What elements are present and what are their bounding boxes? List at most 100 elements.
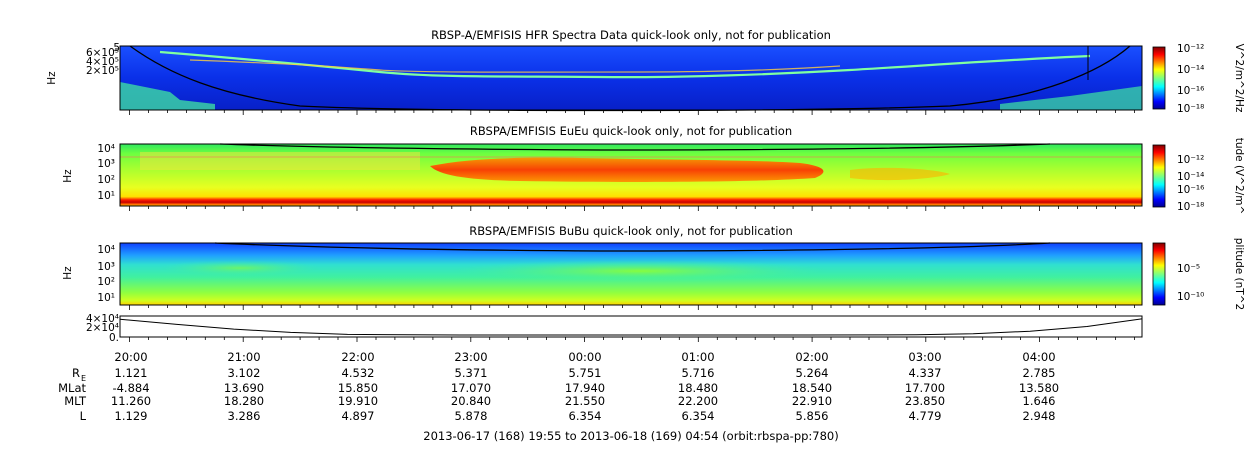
- eueu-colorbar-tick: 10⁻¹⁴: [1177, 171, 1204, 183]
- ephemeris-value: 5.856: [796, 409, 829, 423]
- eueu-colorbar: 10⁻¹² 10⁻¹⁴ 10⁻¹⁶ 10⁻¹⁸ tude (V^2/m^: [1152, 138, 1245, 215]
- bubu-ytick-label: 10¹: [97, 292, 115, 304]
- ephemeris-row-label: R: [72, 366, 80, 380]
- ephemeris-row-label: MLT: [64, 394, 87, 408]
- bubu-colorbar: 10⁻⁵ 10⁻¹⁰ plitude (nT^2: [1152, 238, 1245, 310]
- cyclotron-line-panel: 4×10⁴ 2×10⁴ 0.: [86, 313, 1143, 344]
- ephemeris-value: 6.354: [682, 409, 715, 423]
- bubu-panel-title: RBSPA/EMFISIS BuBu quick-look only, not …: [469, 224, 793, 238]
- eueu-plot-frame: [119, 143, 1143, 207]
- ephemeris-row-label: MLat: [58, 381, 86, 395]
- ephemeris-value: 1.646: [1023, 394, 1056, 408]
- ephemeris-value: 13.580: [1019, 381, 1059, 395]
- ephemeris-value: -4.884: [112, 381, 149, 395]
- bubu-hiss-region-left: [160, 260, 320, 276]
- hfr-ytick-label: 2×10⁵: [86, 65, 119, 77]
- line-ytick-label: 2×10⁴: [86, 322, 119, 334]
- line-ytick-label: 4×10⁴: [86, 313, 119, 325]
- ephemeris-value: 5.371: [455, 366, 488, 380]
- hfr-ytick-label: 6×10⁵: [86, 47, 119, 59]
- hfr-colorbar-tick: 10⁻¹⁴: [1177, 64, 1204, 76]
- time-label: 00:00: [568, 350, 601, 364]
- bubu-plot-frame: [119, 242, 1143, 306]
- bubu-spectrogram-panel: RBSPA/EMFISIS BuBu quick-look only, not …: [62, 224, 1245, 310]
- ephemeris-row-mlt: MLT 11.260 18.280 19.910 20.840 21.550 2…: [64, 394, 1055, 408]
- ephemeris-row-re: R E 1.121 3.102 4.532 5.371 5.751 5.716 …: [72, 366, 1055, 383]
- ephemeris-value: 17.700: [905, 381, 945, 395]
- bubu-colorbar-tick: 10⁻¹⁰: [1177, 291, 1204, 303]
- eueu-colorbar-tick: 10⁻¹²: [1177, 154, 1204, 166]
- hfr-colorbar-scale: [1152, 46, 1166, 110]
- ephemeris-value: 23.850: [905, 394, 945, 408]
- eueu-ytick-label: 10²: [97, 174, 115, 186]
- hfr-low-frequency-noise: [120, 82, 215, 110]
- hfr-y-axis-label: Hz: [46, 71, 58, 85]
- hfr-plot-frame: [119, 45, 1143, 111]
- ephemeris-value: 6.354: [569, 409, 602, 423]
- ephemeris-value: 22.910: [792, 394, 832, 408]
- bubu-whistler-region: [450, 260, 830, 282]
- cyclotron-frequency-line: [119, 318, 1142, 336]
- ephemeris-value: 1.129: [115, 409, 148, 423]
- ephemeris-value: 18.280: [224, 394, 264, 408]
- ephemeris-value: 4.532: [342, 366, 375, 380]
- time-label: 23:00: [454, 350, 487, 364]
- ephemeris-value: 4.337: [909, 366, 942, 380]
- time-label: 21:00: [227, 350, 260, 364]
- eueu-ytick-label: 10¹: [97, 190, 115, 202]
- hfr-colorbar: 10⁻¹² 10⁻¹⁴ 10⁻¹⁶ 10⁻¹⁸ V^2/m^2/Hz: [1152, 43, 1245, 115]
- ephemeris-value: 15.850: [338, 381, 378, 395]
- time-label: 04:00: [1022, 350, 1055, 364]
- ephemeris-value: 5.716: [682, 366, 715, 380]
- time-axis-labels: 20:00 21:00 22:00 23:00 00:00 01:00 02:0…: [114, 350, 1055, 364]
- eueu-hiss-region: [850, 167, 950, 181]
- eueu-cyclotron-curve: [219, 143, 1051, 151]
- eueu-colorbar-tick: 10⁻¹⁶: [1177, 184, 1204, 196]
- ephemeris-value: 4.897: [342, 409, 375, 423]
- eueu-y-axis-label: Hz: [62, 169, 74, 183]
- ephemeris-row-label: L: [80, 409, 87, 423]
- ephemeris-value: 13.690: [224, 381, 264, 395]
- ephemeris-value: 1.121: [115, 366, 148, 380]
- time-range-footer: 2013-06-17 (168) 19:55 to 2013-06-18 (16…: [423, 429, 838, 443]
- ephemeris-value: 5.751: [569, 366, 602, 380]
- eueu-panel-title: RBSPA/EMFISIS EuEu quick-look only, not …: [470, 124, 792, 138]
- hfr-low-frequency-noise-right: [1000, 86, 1142, 110]
- ephemeris-row-l: L 1.129 3.286 4.897 5.878 6.354 6.354 5.…: [80, 409, 1056, 423]
- time-axis-ticks: [129, 110, 1135, 342]
- ephemeris-value: 2.948: [1023, 409, 1056, 423]
- eueu-colorbar-scale: [1152, 144, 1166, 208]
- time-label: 22:00: [341, 350, 374, 364]
- eueu-colorbar-label: tude (V^2/m^: [1233, 138, 1245, 215]
- time-label: 01:00: [681, 350, 714, 364]
- bubu-colorbar-label: plitude (nT^2: [1233, 238, 1245, 310]
- hfr-colorbar-label: V^2/m^2/Hz: [1233, 44, 1245, 113]
- eueu-ytick-label: 10⁴: [97, 143, 115, 155]
- line-ytick-label: 0.: [109, 332, 119, 344]
- ephemeris-value: 5.264: [796, 366, 829, 380]
- ephemeris-value: 17.940: [565, 381, 605, 395]
- eueu-colorbar-tick: 10⁻¹⁸: [1177, 201, 1204, 213]
- ephemeris-row-mlat: MLat -4.884 13.690 15.850 17.070 17.940 …: [58, 381, 1059, 395]
- hfr-colorbar-tick: 10⁻¹⁶: [1177, 85, 1204, 97]
- ephemeris-value: 22.200: [678, 394, 718, 408]
- eueu-ytick-label: 10³: [97, 158, 115, 170]
- hfr-colorbar-tick: 10⁻¹²: [1177, 43, 1204, 55]
- bubu-ytick-label: 10⁴: [97, 244, 115, 256]
- ephemeris-value: 5.878: [455, 409, 488, 423]
- line-plot-frame: [119, 315, 1143, 338]
- eueu-whistler-intense-region: [430, 157, 824, 182]
- bubu-y-axis-label: Hz: [62, 266, 74, 280]
- ephemeris-value: 3.102: [228, 366, 261, 380]
- hfr-spectrogram-panel: RBSP-A/EMFISIS HFR Spectra Data quick-lo…: [46, 28, 1245, 115]
- hfr-plasma-line: [189, 59, 841, 73]
- ephemeris-table: 20:00 21:00 22:00 23:00 00:00 01:00 02:0…: [58, 350, 1059, 443]
- ephemeris-value: 2.785: [1023, 366, 1056, 380]
- ephemeris-value: 19.910: [338, 394, 378, 408]
- time-label: 03:00: [908, 350, 941, 364]
- bubu-ytick-label: 10³: [97, 261, 115, 273]
- time-label: 20:00: [114, 350, 147, 364]
- ephemeris-value: 4.779: [909, 409, 942, 423]
- time-label: 02:00: [795, 350, 828, 364]
- ephemeris-value: 18.540: [792, 381, 832, 395]
